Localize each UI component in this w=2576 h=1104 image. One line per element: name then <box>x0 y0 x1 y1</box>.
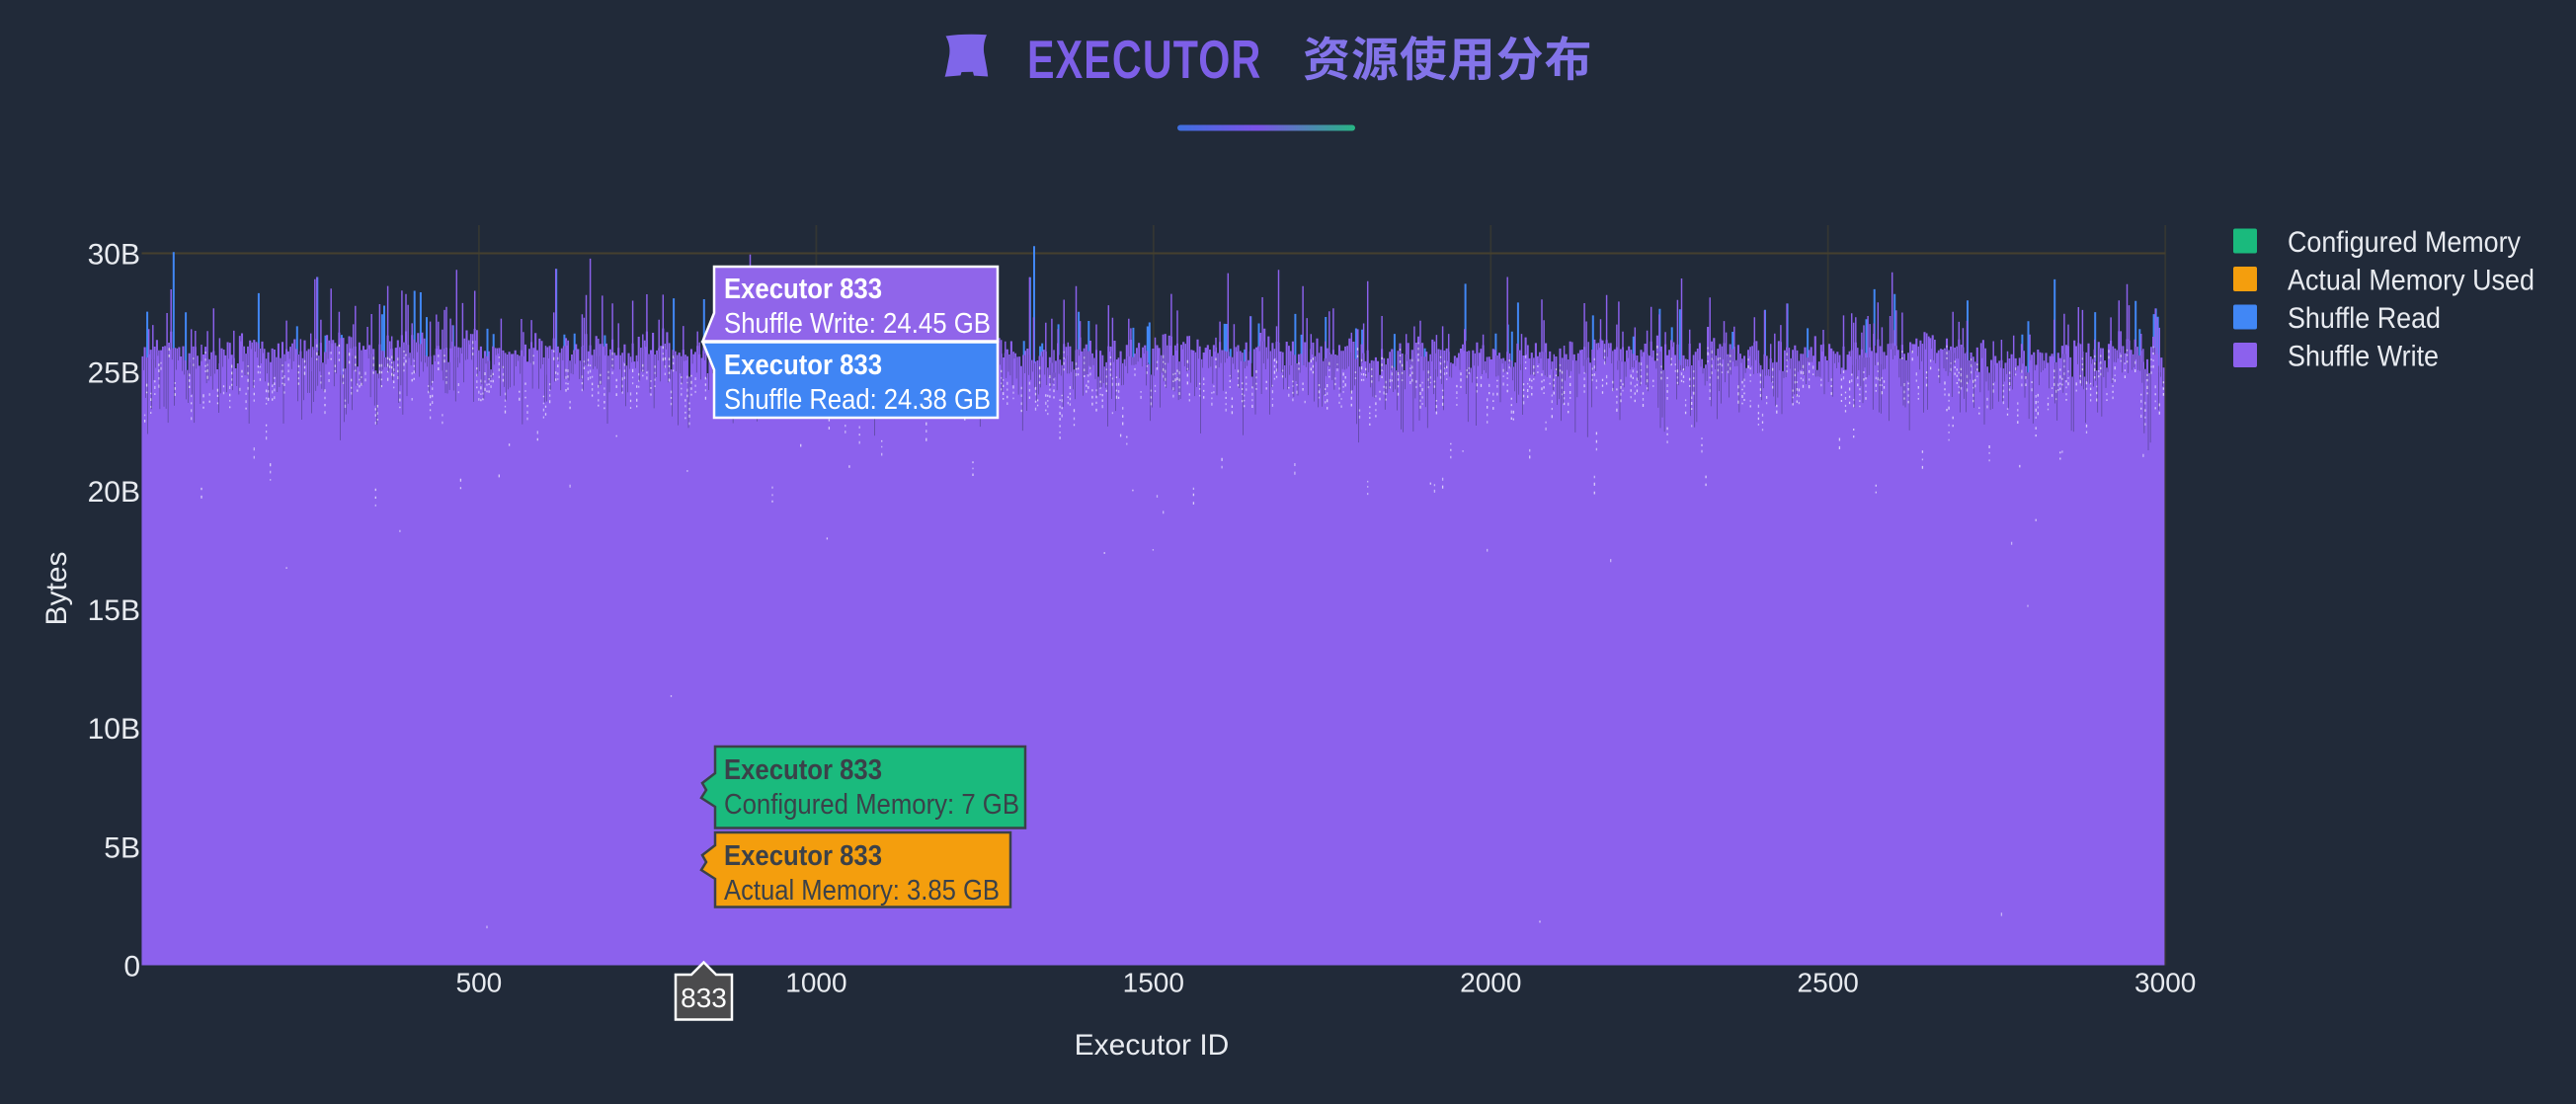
svg-text:Shuffle Write: Shuffle Write <box>2288 341 2439 373</box>
svg-text:Configured Memory: 7 GB: Configured Memory: 7 GB <box>724 789 1019 821</box>
svg-text:Shuffle Read: 24.38 GB: Shuffle Read: 24.38 GB <box>724 384 991 416</box>
svg-text:Shuffle Write: 24.45 GB: Shuffle Write: 24.45 GB <box>724 308 991 340</box>
svg-text:10B: 10B <box>88 713 140 746</box>
svg-text:15B: 15B <box>88 594 140 627</box>
svg-text:Executor 833: Executor 833 <box>724 350 882 381</box>
svg-text:833: 833 <box>681 983 727 1013</box>
svg-text:Bytes: Bytes <box>40 551 73 625</box>
svg-text:Executor 833: Executor 833 <box>724 840 882 872</box>
svg-text:1500: 1500 <box>1123 968 1184 998</box>
svg-text:25B: 25B <box>88 357 140 390</box>
svg-text:20B: 20B <box>88 476 140 509</box>
svg-text:Executor 833: Executor 833 <box>724 754 882 786</box>
svg-text:5B: 5B <box>104 831 140 864</box>
svg-text:2500: 2500 <box>1798 968 1859 998</box>
svg-text:Shuffle Read: Shuffle Read <box>2288 302 2441 335</box>
svg-text:1000: 1000 <box>785 968 846 998</box>
svg-text:Actual Memory: 3.85 GB: Actual Memory: 3.85 GB <box>724 875 1000 907</box>
svg-text:0: 0 <box>123 951 140 984</box>
svg-text:Configured Memory: Configured Memory <box>2288 226 2521 259</box>
svg-text:3000: 3000 <box>2134 968 2196 998</box>
svg-text:Actual Memory Used: Actual Memory Used <box>2288 265 2535 297</box>
svg-text:Executor 833: Executor 833 <box>724 274 882 305</box>
svg-text:500: 500 <box>456 968 503 998</box>
svg-text:Executor ID: Executor ID <box>1075 1029 1230 1062</box>
svg-text:30B: 30B <box>88 239 140 272</box>
svg-text:EXECUTOR: EXECUTOR <box>1027 30 1261 90</box>
svg-text:2000: 2000 <box>1460 968 1521 998</box>
